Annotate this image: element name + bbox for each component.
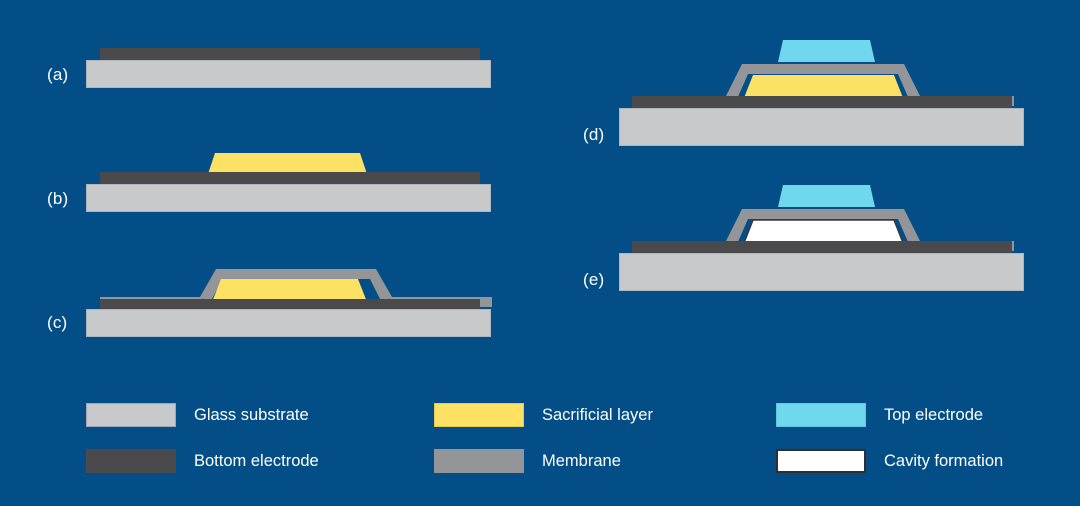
panel-d-membrane — [632, 64, 1014, 106]
panel-e-bottom-electrode — [632, 241, 1012, 253]
legend-item-glass-substrate: Glass substrate — [86, 392, 416, 438]
panel-e-label: (e) — [583, 270, 605, 289]
panel-c: (c) — [0, 255, 520, 345]
legend-swatch-sacrificial-layer — [434, 403, 524, 427]
panel-e-membrane — [632, 209, 1014, 251]
legend-item-cavity-formation: Cavity formation — [776, 438, 1080, 484]
legend-label-top-electrode: Top electrode — [884, 405, 984, 424]
legend-item-top-electrode: Top electrode — [776, 392, 1080, 438]
panel-c-bottom-electrode — [100, 299, 480, 311]
panel-a: (a) — [0, 0, 520, 110]
panel-b-glass-substrate — [86, 184, 491, 212]
panel-d: (d) — [0, 30, 1080, 146]
legend-column-2: Sacrificial layer Membrane — [434, 392, 764, 484]
panel-c-membrane — [100, 269, 492, 307]
legend-item-sacrificial-layer: Sacrificial layer — [434, 392, 764, 438]
panel-e: (e) — [0, 175, 1080, 291]
legend-label-cavity-formation: Cavity formation — [884, 451, 1004, 470]
panel-e-top-electrode — [778, 185, 875, 207]
legend-label-bottom-electrode: Bottom electrode — [194, 451, 319, 470]
panel-d-bottom-electrode — [632, 96, 1012, 108]
legend: Glass substrate Bottom electrode Sacrifi… — [86, 392, 1046, 482]
panel-b-bottom-electrode — [100, 172, 480, 184]
legend-column-1: Glass substrate Bottom electrode — [86, 392, 416, 484]
panel-b: (b) — [0, 140, 520, 220]
legend-swatch-membrane — [434, 449, 524, 473]
legend-swatch-top-electrode — [776, 403, 866, 427]
legend-swatch-glass-substrate — [86, 403, 176, 427]
legend-column-3: Top electrode Cavity formation — [776, 392, 1080, 484]
legend-item-membrane: Membrane — [434, 438, 764, 484]
legend-label-sacrificial-layer: Sacrificial layer — [542, 405, 653, 424]
panel-c-glass-substrate — [86, 309, 491, 337]
legend-swatch-cavity-formation — [776, 449, 866, 473]
panel-c-label: (c) — [47, 313, 68, 332]
panel-d-label: (d) — [583, 125, 605, 144]
panel-a-glass-substrate — [86, 60, 491, 88]
panel-a-bottom-electrode — [100, 48, 480, 60]
panel-e-glass-substrate — [619, 253, 1024, 291]
legend-item-bottom-electrode: Bottom electrode — [86, 438, 416, 484]
legend-swatch-bottom-electrode — [86, 449, 176, 473]
legend-label-membrane: Membrane — [542, 451, 621, 470]
legend-label-glass-substrate: Glass substrate — [194, 405, 309, 424]
panel-b-label: (b) — [47, 189, 69, 208]
panel-d-glass-substrate — [619, 108, 1024, 146]
panel-a-label: (a) — [47, 65, 69, 84]
panel-d-top-electrode — [778, 40, 875, 62]
